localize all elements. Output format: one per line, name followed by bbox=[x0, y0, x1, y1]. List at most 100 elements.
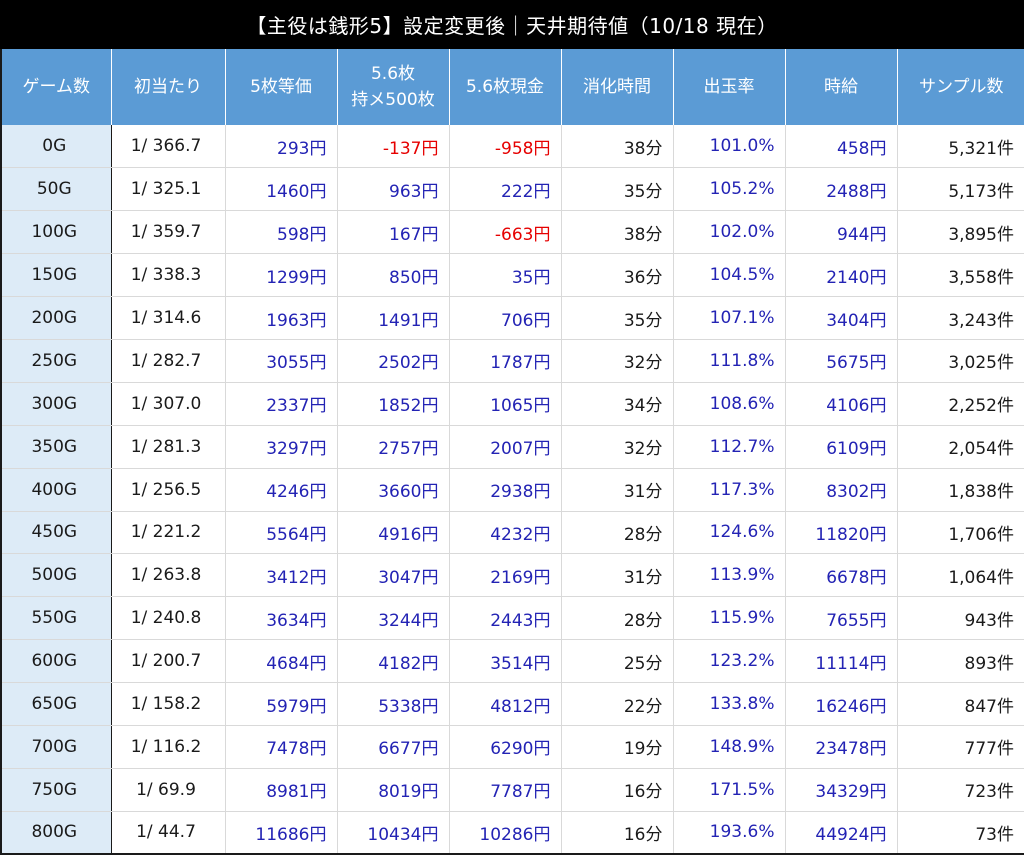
cell-5-6-medal: 3047円 bbox=[337, 553, 450, 598]
table-row: 600G 1/ 200.7 4684円 4182円 3514円 25分 123.2% 1111… bbox=[0, 639, 1024, 684]
cell-5-6-cash: 2938円 bbox=[449, 468, 562, 512]
cell-5-equal: 1963円 bbox=[225, 296, 338, 340]
cell-samples: 5,321件 bbox=[896, 125, 1024, 169]
cell-5-equal: 598円 bbox=[225, 210, 338, 255]
cell-games: 650G bbox=[0, 682, 112, 726]
cell-play-time: 34分 bbox=[561, 382, 674, 426]
cell-5-6-medal: 4182円 bbox=[337, 639, 450, 684]
cell-5-equal: 4246円 bbox=[225, 468, 338, 512]
table-row: 500G 1/ 263.8 3412円 3047円 2169円 31分 113.9% 6678… bbox=[0, 553, 1024, 598]
cell-5-6-medal: 1852円 bbox=[337, 382, 450, 426]
cell-play-time: 32分 bbox=[561, 339, 674, 383]
cell-5-6-cash: 4812円 bbox=[449, 682, 562, 726]
cell-hourly: 944円 bbox=[785, 210, 898, 255]
cell-play-time: 31分 bbox=[561, 468, 674, 512]
cell-hourly: 458円 bbox=[785, 125, 898, 169]
cell-first-hit: 1/ 307.0 bbox=[111, 382, 226, 426]
cell-5-equal: 5979円 bbox=[225, 682, 338, 726]
cell-payout-rate: 107.1% bbox=[673, 296, 786, 340]
cell-5-6-medal: 3660円 bbox=[337, 468, 450, 512]
cell-hourly: 8302円 bbox=[785, 468, 898, 512]
header-5-6-medal: 5.6枚 持メ500枚 bbox=[337, 49, 450, 125]
cell-samples: 943件 bbox=[896, 596, 1024, 641]
cell-payout-rate: 117.3% bbox=[673, 468, 786, 512]
cell-payout-rate: 105.2% bbox=[673, 167, 786, 212]
cell-play-time: 22分 bbox=[561, 682, 674, 726]
cell-first-hit: 1/ 281.3 bbox=[111, 425, 226, 469]
cell-games: 450G bbox=[0, 511, 112, 555]
header-5-6-cash: 5.6枚現金 bbox=[449, 49, 562, 125]
cell-payout-rate: 124.6% bbox=[673, 511, 786, 555]
cell-5-6-cash: 222円 bbox=[449, 167, 562, 212]
cell-5-6-cash: -663円 bbox=[449, 210, 562, 255]
cell-samples: 2,054件 bbox=[896, 425, 1024, 469]
cell-payout-rate: 113.9% bbox=[673, 553, 786, 598]
cell-games: 800G bbox=[0, 811, 112, 856]
cell-5-6-cash: 2443円 bbox=[449, 596, 562, 641]
cell-play-time: 19分 bbox=[561, 725, 674, 769]
cell-first-hit: 1/ 325.1 bbox=[111, 167, 226, 212]
cell-5-6-medal: 963円 bbox=[337, 167, 450, 212]
cell-play-time: 28分 bbox=[561, 596, 674, 641]
cell-5-6-medal: -137円 bbox=[337, 125, 450, 169]
cell-games: 150G bbox=[0, 253, 112, 298]
cell-play-time: 38分 bbox=[561, 210, 674, 255]
cell-samples: 777件 bbox=[896, 725, 1024, 769]
cell-first-hit: 1/ 256.5 bbox=[111, 468, 226, 512]
cell-payout-rate: 171.5% bbox=[673, 768, 786, 812]
table-row: 700G 1/ 116.2 7478円 6677円 6290円 19分 148.9% 2347… bbox=[0, 725, 1024, 769]
cell-5-equal: 1460円 bbox=[225, 167, 338, 212]
cell-hourly: 11114円 bbox=[785, 639, 898, 684]
cell-games: 250G bbox=[0, 339, 112, 383]
table-header-row: ゲーム数 初当たり 5枚等価 5.6枚 持メ500枚 5.6枚現金 消化時間 出… bbox=[0, 49, 1024, 125]
table-row: 550G 1/ 240.8 3634円 3244円 2443円 28分 115.9% 7655… bbox=[0, 596, 1024, 641]
cell-hourly: 3404円 bbox=[785, 296, 898, 340]
cell-5-equal: 3634円 bbox=[225, 596, 338, 641]
cell-play-time: 36分 bbox=[561, 253, 674, 298]
table-row: 400G 1/ 256.5 4246円 3660円 2938円 31分 117.3% 8302… bbox=[0, 468, 1024, 512]
cell-payout-rate: 148.9% bbox=[673, 725, 786, 769]
cell-first-hit: 1/ 200.7 bbox=[111, 639, 226, 684]
cell-payout-rate: 102.0% bbox=[673, 210, 786, 255]
table-row: 750G 1/ 69.9 8981円 8019円 7787円 16分 171.5% 34329… bbox=[0, 768, 1024, 812]
cell-samples: 723件 bbox=[896, 768, 1024, 812]
cell-5-6-medal: 850円 bbox=[337, 253, 450, 298]
cell-first-hit: 1/ 263.8 bbox=[111, 553, 226, 598]
cell-5-6-cash: -958円 bbox=[449, 125, 562, 169]
header-first-hit: 初当たり bbox=[111, 49, 226, 125]
cell-play-time: 31分 bbox=[561, 553, 674, 598]
cell-5-6-medal: 167円 bbox=[337, 210, 450, 255]
cell-payout-rate: 193.6% bbox=[673, 811, 786, 856]
cell-5-equal: 8981円 bbox=[225, 768, 338, 812]
cell-hourly: 44924円 bbox=[785, 811, 898, 856]
cell-5-equal: 5564円 bbox=[225, 511, 338, 555]
cell-5-6-medal: 4916円 bbox=[337, 511, 450, 555]
table-row: 100G 1/ 359.7 598円 167円 -663円 38分 102.0% 944円 3,… bbox=[0, 210, 1024, 255]
cell-play-time: 28分 bbox=[561, 511, 674, 555]
cell-5-6-cash: 706円 bbox=[449, 296, 562, 340]
cell-samples: 3,895件 bbox=[896, 210, 1024, 255]
cell-games: 100G bbox=[0, 210, 112, 255]
table-row: 150G 1/ 338.3 1299円 850円 35円 36分 104.5% 2140円 3,… bbox=[0, 253, 1024, 298]
table-row: 350G 1/ 281.3 3297円 2757円 2007円 32分 112.7% 6109… bbox=[0, 425, 1024, 469]
cell-5-6-cash: 4232円 bbox=[449, 511, 562, 555]
cell-samples: 847件 bbox=[896, 682, 1024, 726]
cell-hourly: 23478円 bbox=[785, 725, 898, 769]
cell-samples: 1,838件 bbox=[896, 468, 1024, 512]
cell-first-hit: 1/ 359.7 bbox=[111, 210, 226, 255]
table-row: 200G 1/ 314.6 1963円 1491円 706円 35分 107.1% 3404円… bbox=[0, 296, 1024, 340]
cell-samples: 3,243件 bbox=[896, 296, 1024, 340]
cell-play-time: 35分 bbox=[561, 167, 674, 212]
cell-hourly: 4106円 bbox=[785, 382, 898, 426]
cell-payout-rate: 115.9% bbox=[673, 596, 786, 641]
cell-games: 600G bbox=[0, 639, 112, 684]
table-row: 800G 1/ 44.7 11686円 10434円 10286円 16分 193.6% 44… bbox=[0, 811, 1024, 856]
cell-games: 0G bbox=[0, 125, 112, 169]
cell-samples: 1,064件 bbox=[896, 553, 1024, 598]
table-row: 650G 1/ 158.2 5979円 5338円 4812円 22分 133.8% 1624… bbox=[0, 682, 1024, 726]
cell-5-6-medal: 6677円 bbox=[337, 725, 450, 769]
cell-hourly: 11820円 bbox=[785, 511, 898, 555]
cell-5-equal: 3055円 bbox=[225, 339, 338, 383]
cell-payout-rate: 101.0% bbox=[673, 125, 786, 169]
